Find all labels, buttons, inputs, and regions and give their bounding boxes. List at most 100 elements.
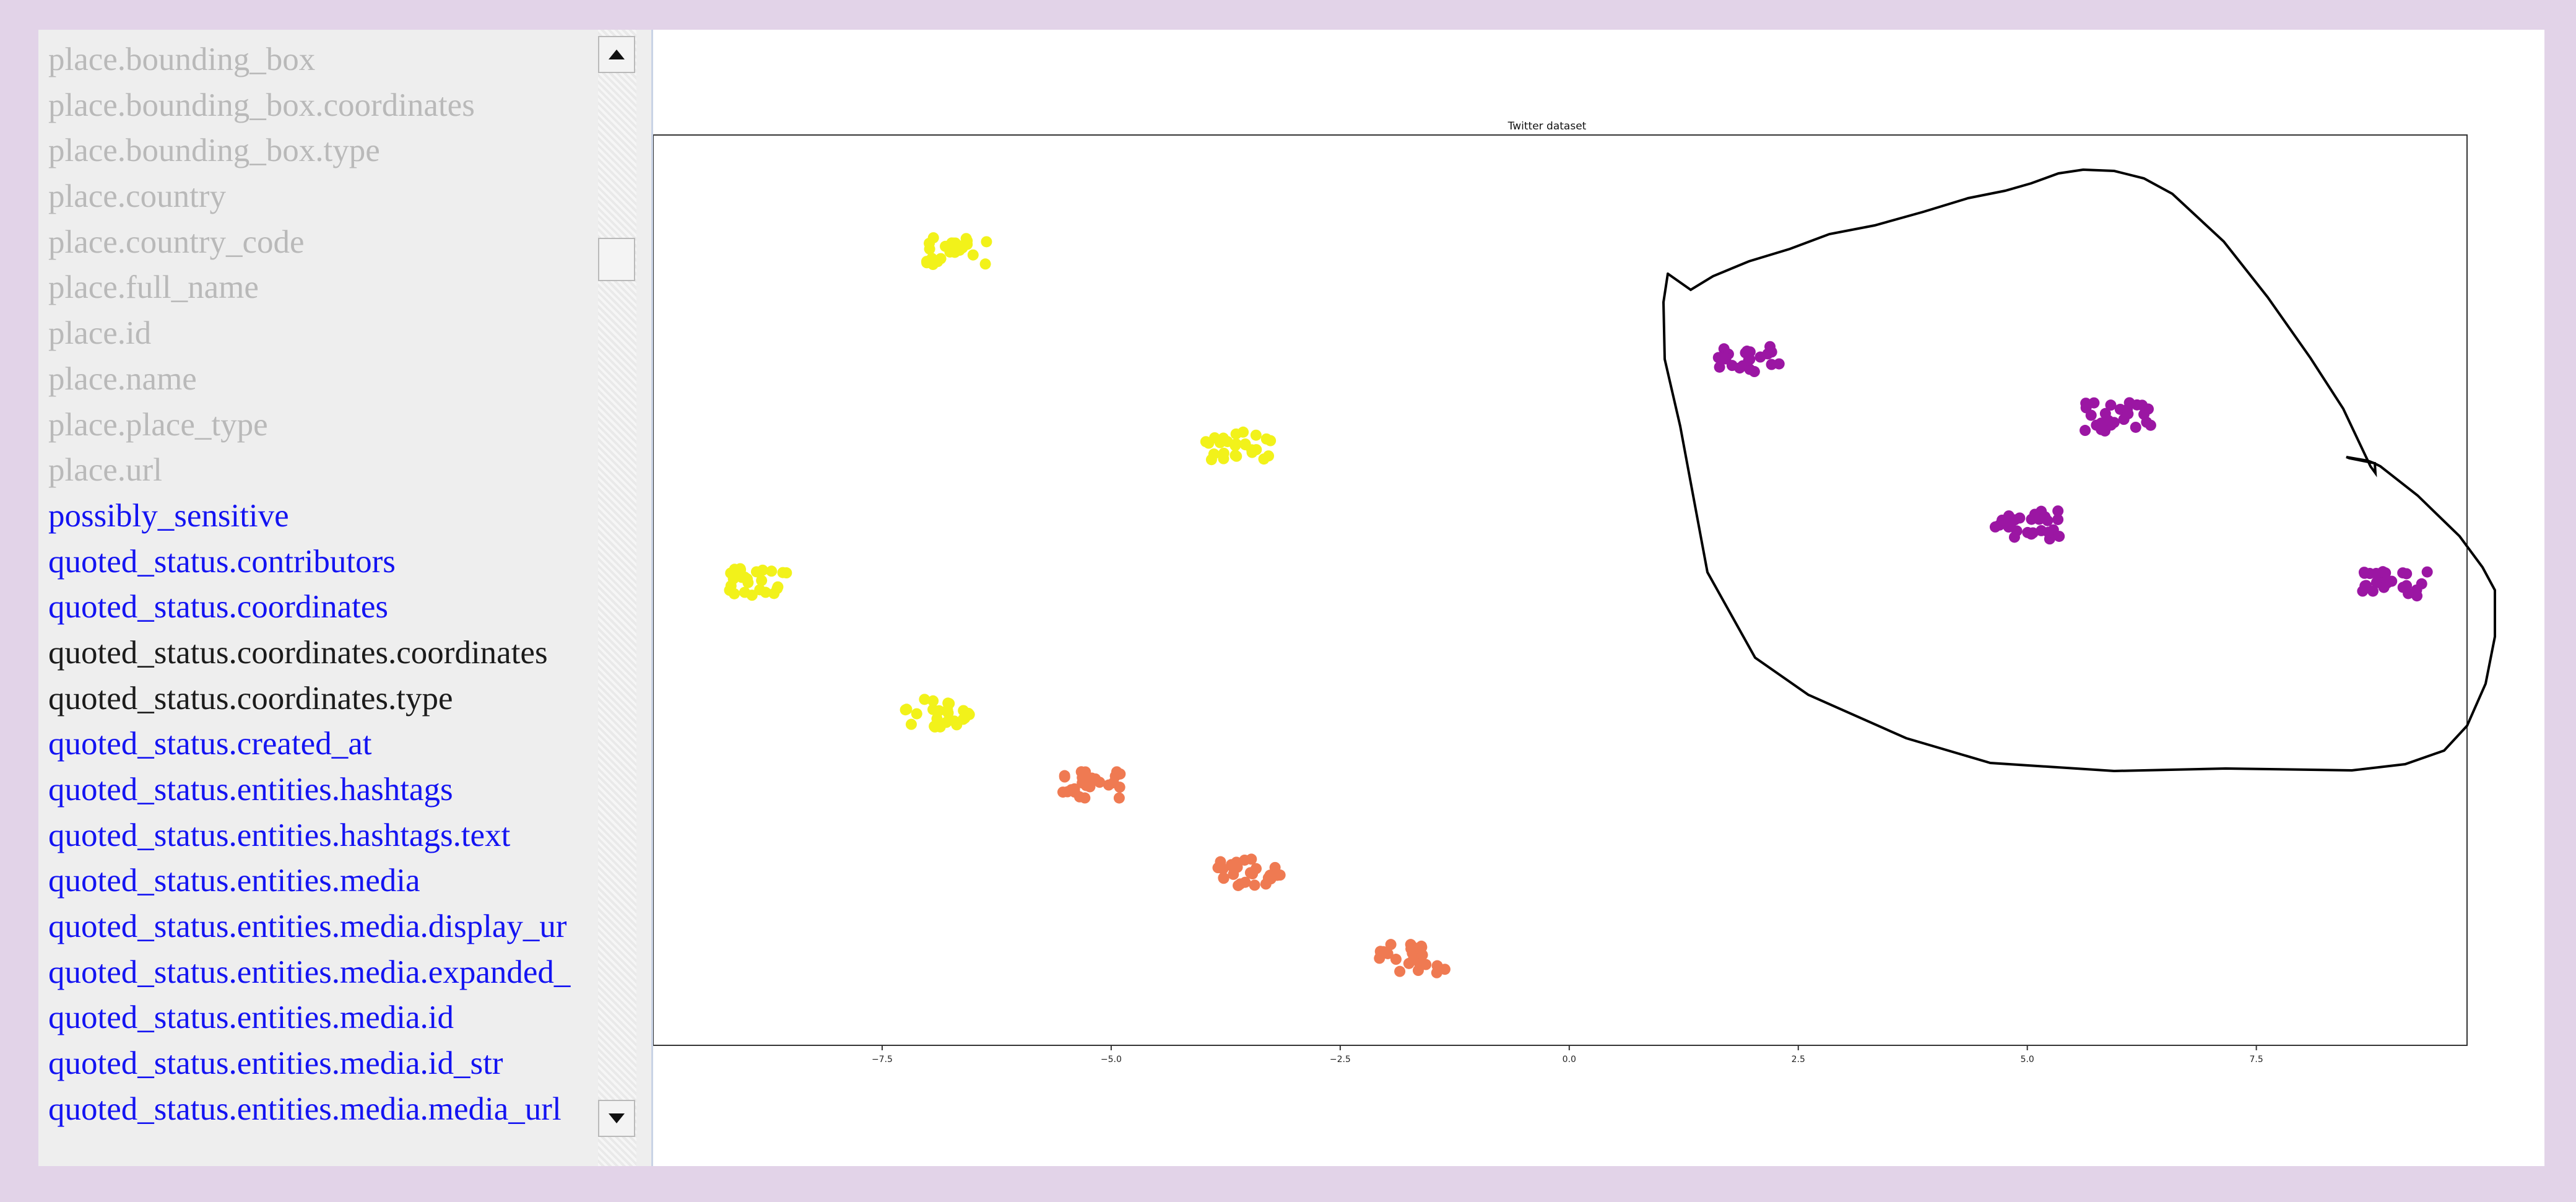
scatter-point [1762,348,1774,360]
scatter-point [1233,879,1244,891]
scatter-point [943,698,955,710]
list-item[interactable]: place.url [48,452,162,489]
scatter-point [967,249,979,261]
scatter-point [2105,399,2117,411]
list-item[interactable]: quoted_status.entities.media.media_url [48,1091,562,1127]
list-item[interactable]: place.bounding_box.type [48,133,380,169]
list-item[interactable]: quoted_status.coordinates.coordinates [48,634,548,671]
scroll-down-button[interactable] [598,1100,635,1137]
list-item[interactable]: place.bounding_box.coordinates [48,87,475,123]
scatter-point [1218,872,1229,884]
scatter-point [929,721,941,733]
list-item[interactable]: place.country_code [48,224,305,260]
scatter-point [1090,773,1101,785]
scatter-point [729,565,740,577]
scatter-point [1200,436,1212,448]
scatter-point [1264,869,1276,881]
scatter-point [1079,792,1091,804]
scatter-point [1420,959,1432,970]
list-item[interactable]: quoted_status.coordinates.type [48,680,453,716]
list-item[interactable]: quoted_status.coordinates [48,589,389,625]
scatter-point [1744,364,1756,375]
scatter-point [1414,943,1426,954]
scatter-point [948,715,960,727]
list-item[interactable]: place.full_name [48,269,259,306]
scatter-point [1077,772,1088,783]
x-tick-label: −2.5 [1330,1055,1351,1065]
vertical-scrollbar[interactable] [598,30,636,1166]
scatter-point [948,237,960,249]
scatter-point [1250,429,1262,441]
scatter-point [1246,853,1257,865]
list-item[interactable]: quoted_status.entities.media.id [48,999,454,1036]
scatter-point [1263,450,1275,462]
scatter-point [963,707,974,719]
scatter-point [2411,590,2423,602]
scroll-up-button[interactable] [598,36,635,73]
scatter-point [2377,566,2389,578]
list-item[interactable]: quoted_status.entities.media.expanded_ [48,954,571,990]
scatter-point [2130,421,2141,433]
scatter-point [2358,567,2370,578]
scatter-point [754,584,766,596]
scatter-point [1230,438,1242,450]
scatter-point [927,695,939,707]
list-item[interactable]: quoted_status.created_at [48,726,372,762]
list-item[interactable]: quoted_status.contributors [48,543,396,580]
scatter-point [1108,777,1119,788]
list-item[interactable]: place.id [48,315,152,352]
scatter-point [777,567,789,578]
scatter-point [1111,766,1122,778]
list-item[interactable]: place.place_type [48,406,268,443]
scatter-point [746,590,758,601]
scatter-point [1214,437,1226,448]
scatter-point [2122,408,2134,420]
scatter-point [2011,525,2023,537]
scatter-point [1390,954,1402,965]
scatter-point [1260,878,1272,890]
scatter-point [1239,439,1251,451]
scatter-point [2397,567,2409,579]
scatter-point [1212,862,1224,874]
list-item[interactable]: place.country [48,178,226,215]
list-item[interactable]: place.name [48,360,197,397]
list-item[interactable]: quoted_status.entities.media.display_ur [48,908,567,945]
scatter-point [2053,531,2065,542]
x-tick-label: −5.0 [1101,1055,1122,1065]
scatter-point [2359,580,2371,592]
triangle-up-icon [609,50,625,59]
field-list-panel: place.bounding_box place.bounding_box.co… [38,30,653,1166]
scatter-point [756,575,768,586]
scatter-point [2421,566,2433,578]
scatter-point [2378,581,2390,593]
scatter-point [766,565,778,577]
scatter-point [750,566,762,578]
list-item[interactable]: quoted_status.entities.media [48,863,420,899]
x-tick-label: 2.5 [1792,1055,1805,1065]
scatter-point [2136,399,2148,411]
x-tick-label: 0.0 [1563,1055,1576,1065]
list-item[interactable]: quoted_status.entities.hashtags.text [48,817,511,853]
scatter-point [1238,426,1249,438]
scatter-point [1989,521,2001,533]
list-item[interactable]: quoted_status.entities.hashtags [48,772,453,808]
scatter-point [2042,526,2054,538]
scatter-point [919,694,930,705]
scatter-point [1260,433,1272,445]
scatter-point [979,258,991,270]
scatter-point [1084,781,1096,793]
scatter-point [2052,513,2064,525]
scatter-point [1231,450,1242,462]
scatter-point [1714,353,1726,365]
list-item[interactable]: possibly_sensitive [48,497,289,534]
scatter-chart: Twitter dataset −7.5 −5.0 −2.5 0.0 2.5 5.0 7.5 [653,120,2496,1065]
scatter-point [2367,585,2379,597]
list-item[interactable]: place.bounding_box [48,41,316,77]
scatter-point [1431,960,1443,972]
x-tick-label: 7.5 [2250,1055,2263,1065]
scatter-point [2138,409,2150,420]
scatter-point [921,257,933,269]
scrollbar-thumb[interactable] [598,238,635,281]
scatter-point [1113,792,1125,804]
list-item[interactable]: quoted_status.entities.media.id_str [48,1045,503,1082]
